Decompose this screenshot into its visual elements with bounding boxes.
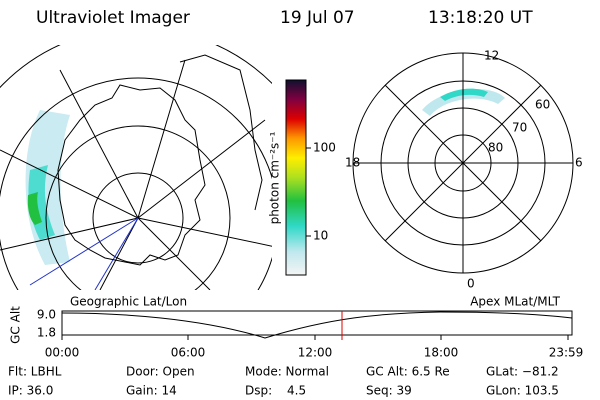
timeline-x-tick: 23:59 <box>549 346 584 360</box>
status-field: GLat: −81.2 <box>486 365 559 379</box>
colorbar-tick: 10 <box>313 229 328 243</box>
status-field: Dsp: <box>245 384 272 398</box>
timeline-y-tick: 1.8 <box>37 326 56 340</box>
polar-plot <box>352 52 574 274</box>
mlat-label: 60 <box>535 98 550 112</box>
timeline-x-tick: 18:00 <box>424 346 459 360</box>
mlt-label: 12 <box>484 49 499 63</box>
date: 19 Jul 07 <box>280 8 355 28</box>
mlt-label: 18 <box>345 156 360 170</box>
status-field: Mode: Normal <box>245 365 329 379</box>
mlt-label: 6 <box>575 156 583 170</box>
timeline-x-tick: 00:00 <box>45 346 80 360</box>
time: 13:18:20 UT <box>428 8 533 28</box>
status-field: Seq: 39 <box>366 384 412 398</box>
status-field: IP: 36.0 <box>8 384 53 398</box>
mlat-label: 80 <box>488 141 503 155</box>
status-field: Flt: LBHL <box>8 365 62 379</box>
timeline-y-tick: 9.0 <box>37 308 56 322</box>
colorbar-tick: 100 <box>313 141 336 155</box>
status-field: GLon: 103.5 <box>486 384 559 398</box>
timeline-x-tick: 06:00 <box>171 346 206 360</box>
mlt-label: 0 <box>467 277 475 291</box>
colorbar-label: photon cm⁻²s⁻¹ <box>268 131 282 224</box>
status-field: Gain: 14 <box>126 384 177 398</box>
colorbar <box>285 79 307 276</box>
timeline-box <box>61 310 573 336</box>
status-field: GC Alt: 6.5 Re <box>366 365 450 379</box>
timeline-title: Apex MLat/MLT <box>470 295 560 309</box>
timeline-axis-label: GC Alt <box>9 306 23 344</box>
timeline-title: Geographic Lat/Lon <box>70 295 187 309</box>
status-value: 4.5 <box>287 384 306 398</box>
altitude-curve <box>61 311 573 339</box>
geo-map <box>0 45 272 290</box>
timeline-x-tick: 12:00 <box>298 346 333 360</box>
status-field: Door: Open <box>126 365 195 379</box>
mlat-label: 70 <box>512 121 527 135</box>
title: Ultraviolet Imager <box>36 8 190 28</box>
